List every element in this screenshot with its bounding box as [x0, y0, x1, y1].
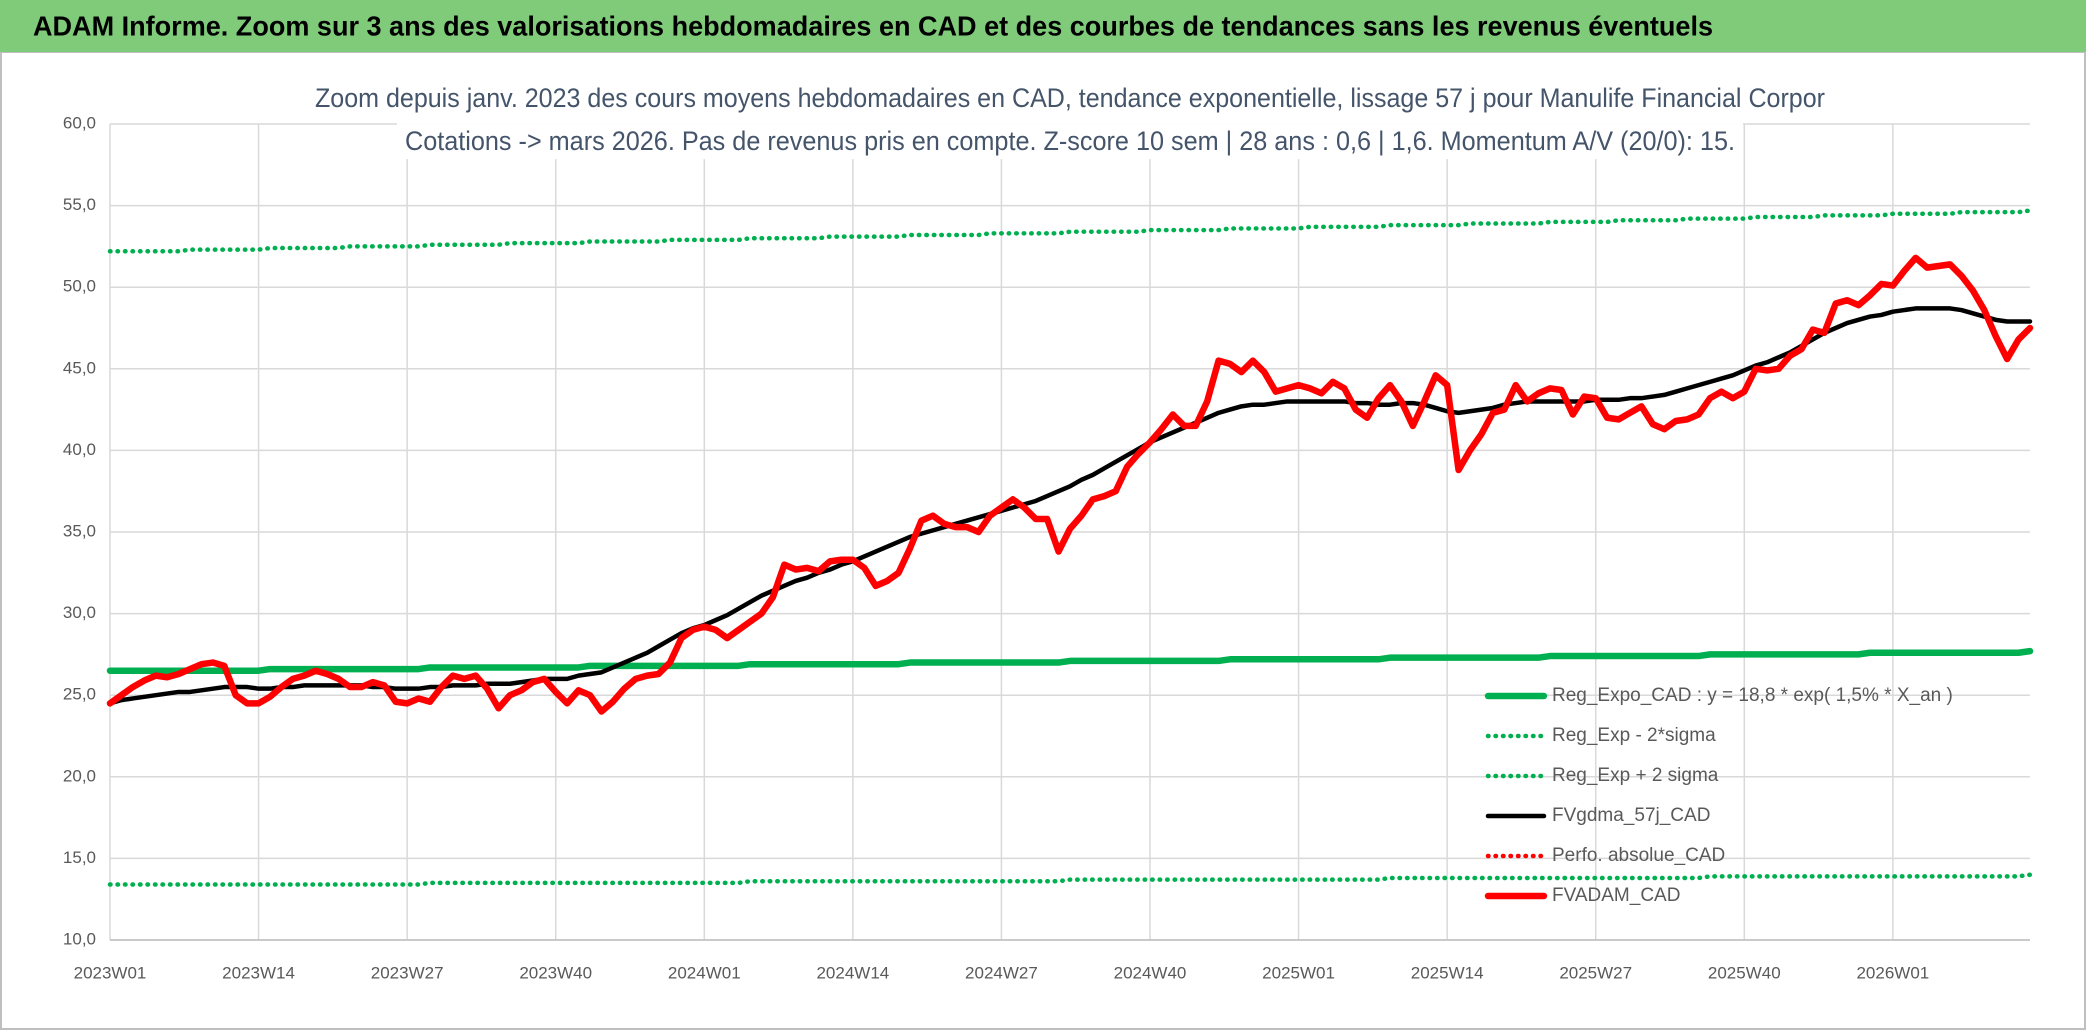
x-tick-label: 2024W40 — [1114, 963, 1187, 982]
series-line — [106, 254, 2034, 715]
legend-label: Reg_Expo_CAD : y = 18,8 * exp( 1,5% * X_… — [1552, 685, 1953, 706]
x-tick-label: 2023W14 — [222, 963, 295, 982]
y-tick-label: 30,0 — [63, 603, 96, 622]
x-tick-label: 2025W14 — [1411, 963, 1484, 982]
legend-label: FVgdma_57j_CAD — [1552, 805, 1710, 826]
y-tick-label: 20,0 — [63, 766, 96, 785]
x-tick-label: 2025W01 — [1262, 963, 1335, 982]
x-tick-label: 2023W27 — [371, 963, 444, 982]
y-tick-label: 15,0 — [63, 848, 96, 867]
y-tick-label: 50,0 — [63, 277, 96, 296]
x-tick-label: 2024W27 — [965, 963, 1038, 982]
series-line — [107, 306, 2033, 706]
banner-title: ADAM Informe. Zoom sur 3 ans des valoris… — [33, 10, 1713, 41]
chart-title: Cotations -> mars 2026. Pas de revenus p… — [405, 126, 1735, 156]
legend-label: Reg_Exp + 2 sigma — [1552, 765, 1719, 786]
series-line — [107, 872, 2033, 887]
x-tick-label: 2023W40 — [519, 963, 592, 982]
x-tick-label: 2025W27 — [1559, 963, 1632, 982]
title-background — [397, 123, 1743, 160]
chart-title: Zoom depuis janv. 2023 des cours moyens … — [315, 83, 1825, 113]
y-tick-label: 40,0 — [63, 440, 96, 459]
legend-label: Perfo. absolue_CAD — [1552, 845, 1725, 866]
legend-label: FVADAM_CAD — [1552, 885, 1680, 906]
y-tick-label: 45,0 — [63, 358, 96, 377]
x-tick-label: 2024W14 — [816, 963, 889, 982]
series-line — [107, 208, 2033, 254]
x-tick-label: 2023W01 — [74, 963, 147, 982]
title-background — [307, 80, 1834, 117]
plot-area: 10,0 15,0 20,0 25,0 30,0 35,0 40,0 45,0 50,0 55,0… — [63, 80, 2034, 982]
series-line — [106, 647, 2034, 674]
y-tick-label: 10,0 — [63, 929, 96, 948]
legend-label: Reg_Exp - 2*sigma — [1552, 725, 1716, 746]
banner — [0, 0, 2086, 52]
x-tick-label: 2025W40 — [1708, 963, 1781, 982]
y-tick-label: 25,0 — [63, 685, 96, 704]
y-tick-label: 35,0 — [63, 521, 96, 540]
y-tick-label: 60,0 — [63, 113, 96, 132]
x-tick-label: 2024W01 — [668, 963, 741, 982]
x-tick-label: 2026W01 — [1856, 963, 1929, 982]
y-tick-label: 55,0 — [63, 195, 96, 214]
